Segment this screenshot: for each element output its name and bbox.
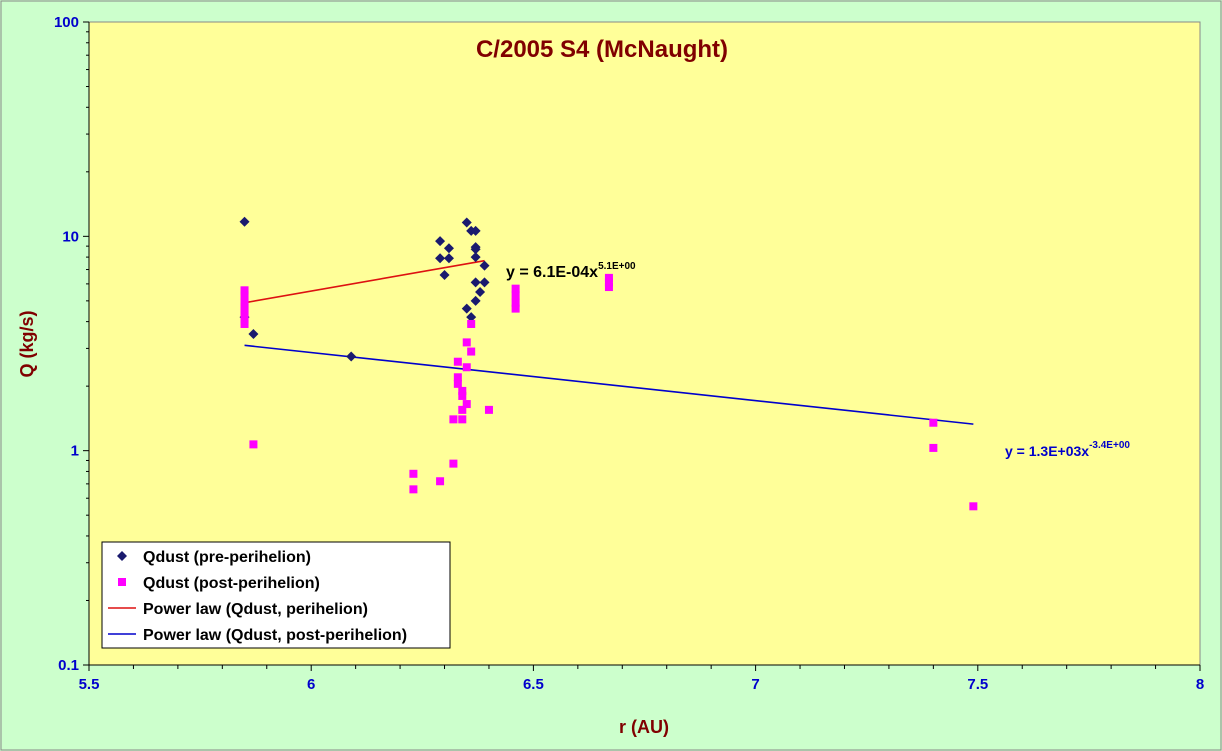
post-perihelion-point bbox=[604, 283, 613, 292]
legend-label: Power law (Qdust, perihelion) bbox=[143, 601, 368, 618]
post-perihelion-point bbox=[462, 400, 471, 409]
legend-post-marker bbox=[118, 578, 126, 586]
post-perihelion-point bbox=[449, 415, 458, 424]
x-tick-label: 7 bbox=[751, 676, 759, 693]
post-perihelion-point bbox=[511, 284, 520, 293]
x-tick-label: 7.5 bbox=[967, 676, 988, 693]
post-perihelion-point bbox=[249, 440, 258, 449]
pre-perihelion-point bbox=[435, 236, 446, 247]
post-perihelion-point bbox=[929, 418, 938, 427]
legend-label: Power law (Qdust, post-perihelion) bbox=[143, 627, 407, 644]
pre-perihelion-point bbox=[248, 329, 259, 340]
post-perihelion-point bbox=[462, 338, 471, 347]
legend-pre-marker bbox=[117, 551, 127, 561]
y-tick-label: 10 bbox=[62, 228, 79, 245]
post-perihelion-point bbox=[604, 273, 613, 282]
x-axis-title: r (AU) bbox=[619, 717, 669, 737]
pre-perihelion-point bbox=[470, 244, 481, 255]
legend-label: Qdust (post-perihelion) bbox=[143, 575, 320, 592]
post-perihelion-point bbox=[604, 278, 613, 287]
legend-label: Qdust (pre-perihelion) bbox=[143, 549, 311, 566]
post-perihelion-point bbox=[458, 386, 467, 395]
fit-line-post bbox=[244, 344, 974, 425]
fit-line-pre bbox=[244, 259, 485, 304]
post-perihelion-point bbox=[458, 391, 467, 400]
y-tick-label: 0.1 bbox=[58, 657, 79, 674]
post-perihelion-point bbox=[240, 291, 249, 300]
x-tick-label: 8 bbox=[1196, 676, 1204, 693]
post-perihelion-point bbox=[467, 319, 476, 328]
pre-perihelion-point bbox=[466, 312, 477, 323]
pre-perihelion-point bbox=[470, 225, 481, 236]
y-tick-label: 100 bbox=[54, 14, 79, 31]
post-perihelion-point bbox=[453, 357, 462, 366]
pre-perihelion-point bbox=[461, 217, 472, 228]
pre-perihelion-point bbox=[435, 253, 446, 264]
legend-box bbox=[101, 541, 451, 649]
post-perihelion-point bbox=[436, 477, 445, 486]
x-tick-label: 5.5 bbox=[79, 676, 100, 693]
axes: 5.5 6 6.5 7 7.5 8 0.1 1 10 100 bbox=[54, 14, 1204, 693]
pre-perihelion-point bbox=[439, 270, 450, 281]
post-perihelion-point bbox=[458, 415, 467, 424]
pre-perihelion-point bbox=[461, 303, 472, 314]
x-tick-label: 6.5 bbox=[523, 676, 544, 693]
equation-annotations: y = 6.1E-04x5.1E+00 y = 1.3E+03x-3.4E+00 bbox=[506, 261, 1130, 459]
fit-lines bbox=[244, 259, 974, 425]
post-perihelion-point bbox=[240, 306, 249, 315]
post-perihelion-point bbox=[409, 485, 418, 494]
pre-perihelion-point bbox=[470, 252, 481, 263]
pre-perihelion-point bbox=[475, 286, 486, 297]
post-perihelion-point bbox=[240, 310, 249, 319]
post-perihelion-point bbox=[449, 459, 458, 468]
post-perihelion-point bbox=[462, 363, 471, 372]
post-perihelion-point bbox=[969, 502, 978, 511]
pre-perihelion-point bbox=[443, 243, 454, 254]
post-perihelion-point bbox=[240, 319, 249, 328]
post-perihelion-point bbox=[240, 302, 249, 311]
pre-perihelion-point bbox=[443, 253, 454, 264]
post-perihelion-point bbox=[484, 405, 493, 414]
post-perihelion-point bbox=[240, 315, 249, 324]
post-perihelion-point bbox=[453, 379, 462, 388]
pre-perihelion-point bbox=[346, 351, 357, 362]
post-perihelion-point bbox=[511, 304, 520, 313]
chart-title: C/2005 S4 (McNaught) bbox=[476, 36, 728, 63]
x-tick-label: 6 bbox=[307, 676, 315, 693]
equation-pre: y = 6.1E-04x5.1E+00 bbox=[506, 261, 636, 281]
post-perihelion-point bbox=[458, 405, 467, 414]
post-perihelion-point bbox=[511, 291, 520, 300]
pre-perihelion-point bbox=[470, 295, 481, 306]
post-perihelion-point bbox=[240, 286, 249, 295]
legend: Qdust (pre-perihelion) Qdust (post-perihe… bbox=[101, 541, 451, 649]
post-perihelion-point bbox=[409, 469, 418, 478]
post-perihelion-point bbox=[467, 347, 476, 356]
post-perihelion-point bbox=[511, 298, 520, 307]
pre-perihelion-point bbox=[239, 216, 250, 227]
post-perihelion-point bbox=[929, 443, 938, 452]
pre-perihelion-point bbox=[470, 277, 481, 288]
equation-post: y = 1.3E+03x-3.4E+00 bbox=[1005, 440, 1130, 459]
data-markers bbox=[239, 216, 978, 511]
y-tick-label: 1 bbox=[71, 443, 79, 460]
pre-perihelion-point bbox=[479, 260, 490, 271]
post-perihelion-point bbox=[453, 373, 462, 382]
y-axis-title: Q (kg/s) bbox=[17, 310, 37, 377]
pre-perihelion-point bbox=[479, 277, 490, 288]
